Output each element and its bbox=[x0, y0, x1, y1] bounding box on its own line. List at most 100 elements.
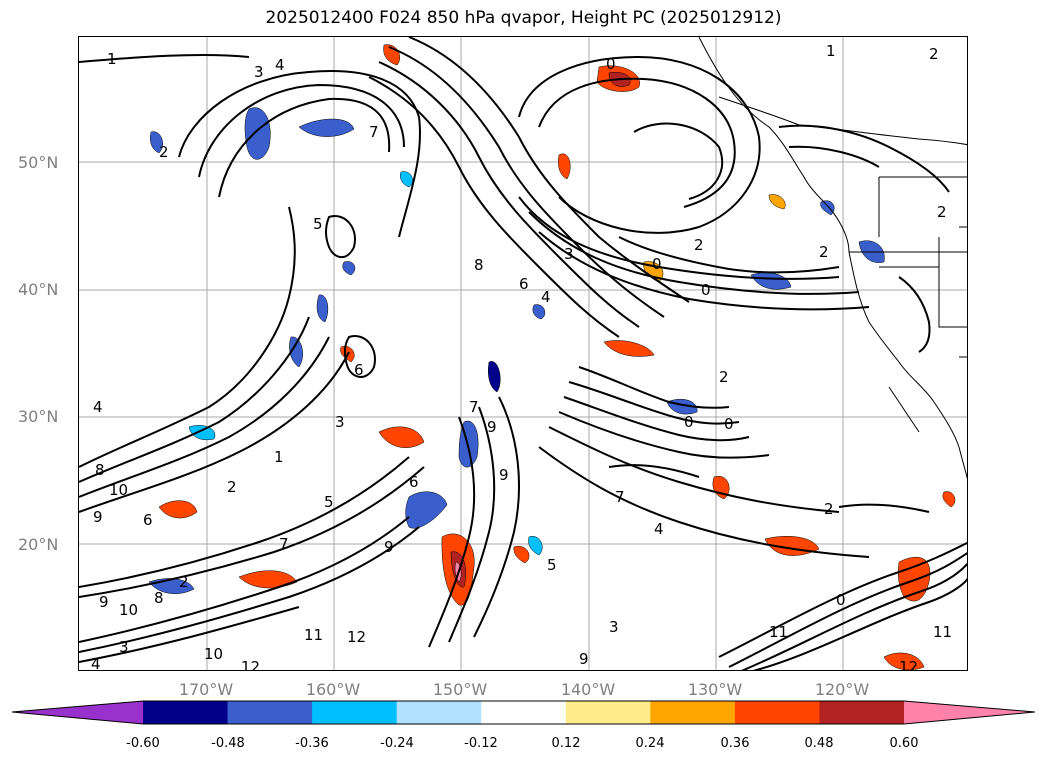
colorbar-segment bbox=[227, 701, 313, 724]
contour-label: 6 bbox=[409, 473, 419, 491]
colorbar-segment bbox=[312, 701, 398, 724]
contour-label: 2 bbox=[929, 45, 939, 63]
lat-label-50n: 50°N bbox=[18, 153, 59, 172]
contour-label: 2 bbox=[227, 478, 237, 496]
contour-label: 7 bbox=[615, 488, 625, 506]
contour-label: 6 bbox=[519, 275, 529, 293]
colorbar-segment bbox=[565, 701, 651, 724]
contour-label: 12 bbox=[899, 658, 918, 671]
contour-label: 5 bbox=[313, 215, 323, 233]
map-title: 2025012400 F024 850 hPa qvapor, Height P… bbox=[265, 8, 782, 28]
contour-label: 3 bbox=[119, 638, 129, 656]
contour-label: 2 bbox=[824, 500, 834, 518]
anomaly-fills bbox=[148, 44, 956, 670]
contour-label: 10 bbox=[119, 601, 138, 619]
colorbar-tick-label: 0.24 bbox=[635, 736, 665, 751]
colorbar-tick-label: -0.36 bbox=[295, 736, 329, 751]
colorbar-tick-label: -0.24 bbox=[380, 736, 414, 751]
contour-label: 0 bbox=[684, 413, 694, 431]
contour-label: 2 bbox=[819, 243, 829, 261]
contour-label: 9 bbox=[93, 508, 103, 526]
map-panel: 1 4 3 2 0 7 5 8 6 4 3 2 0 0 2 2 6 10 9 8… bbox=[78, 36, 968, 671]
colorbar-tick-label: 0.36 bbox=[720, 736, 750, 751]
contour-label: 5 bbox=[547, 556, 557, 574]
lat-label-40n: 40°N bbox=[18, 280, 59, 299]
colorbar-segments bbox=[12, 701, 1035, 724]
contour-label: 6 bbox=[143, 511, 153, 529]
map-canvas: 1 4 3 2 0 7 5 8 6 4 3 2 0 0 2 2 6 10 9 8… bbox=[79, 37, 967, 671]
contour-label: 4 bbox=[93, 398, 103, 416]
contour-label: 11 bbox=[933, 623, 952, 641]
contour-label: 12 bbox=[347, 628, 366, 646]
contour-label: 4 bbox=[541, 288, 551, 306]
contour-label: 8 bbox=[474, 256, 484, 274]
contour-label: 4 bbox=[654, 520, 664, 538]
contour-label: 1 bbox=[274, 448, 284, 466]
lon-label-160w: 160°W bbox=[305, 680, 361, 699]
colorbar-segment bbox=[734, 701, 820, 724]
colorbar-tick-label: -0.12 bbox=[464, 736, 498, 751]
graticule bbox=[79, 37, 967, 670]
contour-label: 2 bbox=[159, 143, 169, 161]
colorbar-segment bbox=[650, 701, 736, 724]
contour-label: 3 bbox=[609, 618, 619, 636]
contour-label: 10 bbox=[204, 645, 223, 663]
contour-label: 9 bbox=[99, 593, 109, 611]
contour-label: 7 bbox=[469, 398, 479, 416]
contour-label: 11 bbox=[304, 626, 323, 644]
contour-label: 2 bbox=[719, 368, 729, 386]
contour-label: 1 bbox=[826, 42, 836, 60]
lon-label-150w: 150°W bbox=[432, 680, 488, 699]
colorbar-tick-label: 0.12 bbox=[551, 736, 581, 751]
contour-label: 0 bbox=[836, 591, 846, 609]
contour-label: 0 bbox=[606, 55, 616, 73]
contour-label: 2 bbox=[694, 236, 704, 254]
colorbar-tick-label: 0.60 bbox=[889, 736, 919, 751]
contour-label: 5 bbox=[324, 493, 334, 511]
colorbar-segment bbox=[819, 701, 905, 724]
height-contours bbox=[79, 37, 967, 670]
contour-label: 3 bbox=[254, 63, 264, 81]
contour-label: 4 bbox=[91, 655, 101, 671]
contour-label: 9 bbox=[384, 538, 394, 556]
coastlines bbox=[698, 37, 967, 479]
contour-label: 9 bbox=[487, 418, 497, 436]
lon-label-130w: 130°W bbox=[687, 680, 743, 699]
contour-label: 0 bbox=[652, 255, 662, 273]
contour-label: 8 bbox=[95, 461, 105, 479]
lon-label-120w: 120°W bbox=[814, 680, 870, 699]
colorbar-extend-max bbox=[904, 701, 1035, 724]
colorbar-segment bbox=[143, 701, 229, 724]
contour-label: 7 bbox=[279, 535, 289, 553]
contour-label: 0 bbox=[701, 281, 711, 299]
contour-label: 2 bbox=[179, 573, 189, 591]
positive-anomaly-fills bbox=[158, 44, 956, 670]
contour-label: 1 bbox=[107, 50, 117, 68]
contour-label: 12 bbox=[241, 658, 260, 671]
contour-label: 6 bbox=[354, 361, 364, 379]
contour-label: 7 bbox=[369, 123, 379, 141]
contour-labels: 1 4 3 2 0 7 5 8 6 4 3 2 0 0 2 2 6 10 9 8… bbox=[91, 42, 952, 671]
contour-label: 9 bbox=[499, 466, 509, 484]
colorbar-outline bbox=[11, 700, 1036, 725]
colorbar bbox=[11, 700, 1036, 725]
contour-label: 2 bbox=[937, 203, 947, 221]
lat-label-20n: 20°N bbox=[18, 535, 59, 554]
contour-label: 9 bbox=[579, 650, 589, 668]
contour-label: 8 bbox=[154, 589, 164, 607]
colorbar-extend-min bbox=[12, 701, 143, 724]
lon-label-140w: 140°W bbox=[560, 680, 616, 699]
contour-label: 4 bbox=[275, 56, 285, 74]
contour-label: 3 bbox=[564, 245, 574, 263]
colorbar-tick-label: 0.48 bbox=[804, 736, 834, 751]
contour-label: 10 bbox=[109, 481, 128, 499]
colorbar-segment bbox=[396, 701, 482, 724]
lon-label-170w: 170°W bbox=[178, 680, 234, 699]
contour-label: 11 bbox=[769, 623, 788, 641]
colorbar-segment bbox=[481, 701, 567, 724]
contour-label: 3 bbox=[335, 413, 345, 431]
lat-label-30n: 30°N bbox=[18, 407, 59, 426]
colorbar-tick-label: -0.48 bbox=[211, 736, 245, 751]
contour-label: 0 bbox=[724, 415, 734, 433]
colorbar-tick-label: -0.60 bbox=[126, 736, 160, 751]
